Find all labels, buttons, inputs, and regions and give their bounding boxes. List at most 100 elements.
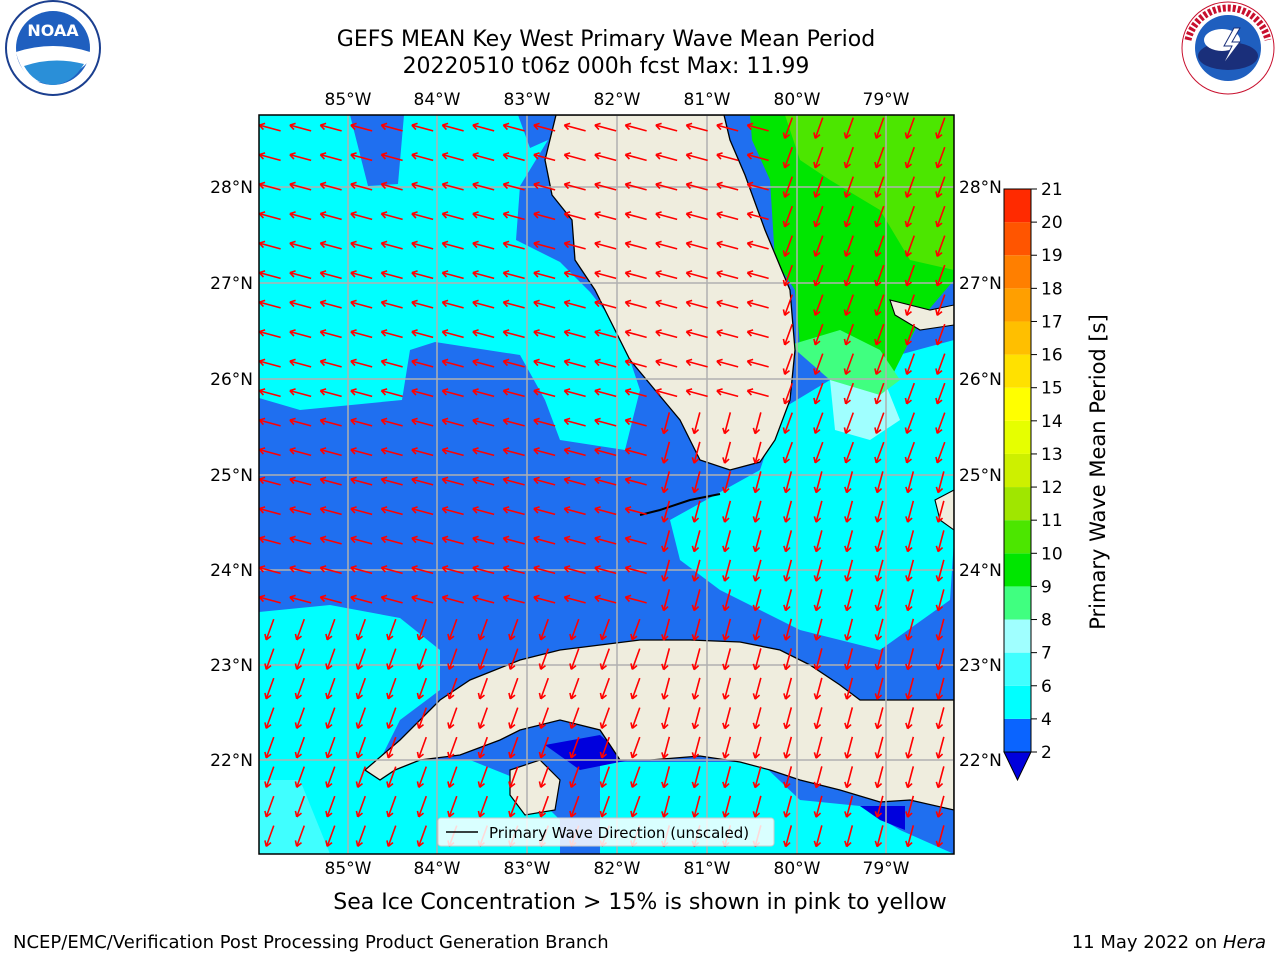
wave-arrow [569,677,580,700]
wave-arrow [752,589,762,612]
wave-arrow [630,648,641,670]
wave-arrow [716,329,739,339]
wave-arrow [294,618,306,641]
wave-arrow [685,299,708,309]
lat-label-right-1: 27°N [959,274,1002,294]
wave-arrow [752,736,762,759]
wave-arrow [563,152,586,162]
wave-arrow [294,707,306,729]
wave-arrow [411,476,434,486]
wave-arrow [563,417,586,427]
wave-arrow [813,766,823,789]
wave-arrow [935,500,945,523]
wave-arrow [722,618,732,641]
wave-arrow [386,707,397,729]
wave-arrow [325,825,336,847]
wave-arrow [844,736,854,759]
ocean-band-4-6-sw [259,605,440,760]
wave-arrow [319,152,342,162]
wave-arrow [935,648,945,671]
wave-arrow [441,152,464,162]
wave-arrow [624,535,647,545]
wave-arrow [874,736,884,759]
wave-arrow [477,766,489,788]
wave-arrow [447,707,458,729]
wave-arrow [441,240,464,250]
wave-arrow [844,648,854,671]
wave-arrow [813,677,823,700]
wave-arrow [935,559,945,582]
wave-arrow [746,270,769,280]
lon-label-bottom-0: 85°W [325,859,372,879]
wave-arrow [319,417,342,427]
wave-arrow [563,270,586,280]
wave-arrow [905,825,915,848]
wave-arrow [655,240,678,250]
colorbar-tick-17: 17 [1041,312,1063,332]
wave-arrow [259,122,281,132]
wave-arrow [716,122,739,132]
wave-arrow [508,736,519,759]
wave-arrow [289,506,312,516]
wave-arrow [843,323,855,346]
footer-credit: NCEP/EMC/Verification Post Processing Pr… [13,932,609,953]
wave-arrow [783,559,793,582]
nws-logo [1178,0,1278,100]
wave-arrow [319,122,342,132]
wave-arrow [905,618,915,641]
wave-arrow [661,471,671,494]
wave-arrow [813,707,823,730]
wave-arrow [289,447,312,457]
wave-arrow [904,294,916,316]
wave-arrow [752,559,762,582]
colorbar-segment-4 [1004,685,1031,719]
lat-label-right-4: 24°N [959,561,1002,581]
wave-arrow [655,358,678,368]
chart-subtitle: 20220510 t06z 000h fcst Max: 11.99 [402,54,810,79]
wave-arrow [935,235,946,257]
wave-arrow [289,535,312,545]
wave-arrow [685,122,708,132]
wave-arrow [259,329,281,339]
wave-arrow [874,766,884,789]
wave-arrow [319,447,342,457]
wave-arrow [935,736,945,759]
wave-arrow [722,677,732,700]
wave-arrow [904,323,916,346]
wave-arrow [533,329,556,339]
wave-arrow [319,240,342,250]
wave-arrow [259,447,281,457]
wave-arrow [289,388,312,398]
wave-arrow [380,417,403,427]
wave-arrow [264,825,275,847]
wave-arrow [472,565,495,575]
wave-arrow [533,594,556,604]
wave-arrow [472,211,495,221]
wave-arrow [502,594,525,604]
wave-arrow [661,500,671,523]
wave-arrow [502,358,525,368]
wave-arrow [386,648,397,670]
wave-arrow [661,618,671,641]
wave-arrow [594,211,617,221]
wave-arrow [661,530,671,553]
wave-arrow [594,565,617,575]
wave-arrow [661,648,671,671]
wave-arrow [722,648,732,671]
wave-arrow [350,594,373,604]
wave-arrow [746,329,769,339]
wave-arrow [716,358,739,368]
wave-arrow [411,240,434,250]
wave-arrow [533,181,556,191]
wave-arrow [655,211,678,221]
wave-arrow [624,594,647,604]
colorbar-segment-6 [1004,652,1031,686]
wave-arrow [477,648,489,670]
wave-arrow [722,589,732,612]
wave-arrow [594,152,617,162]
lat-label-left-4: 24°N [210,561,253,581]
wave-arrow [508,618,519,641]
lat-label-left-3: 25°N [210,466,253,486]
wave-arrow [533,447,556,457]
wave-arrow [874,205,885,228]
